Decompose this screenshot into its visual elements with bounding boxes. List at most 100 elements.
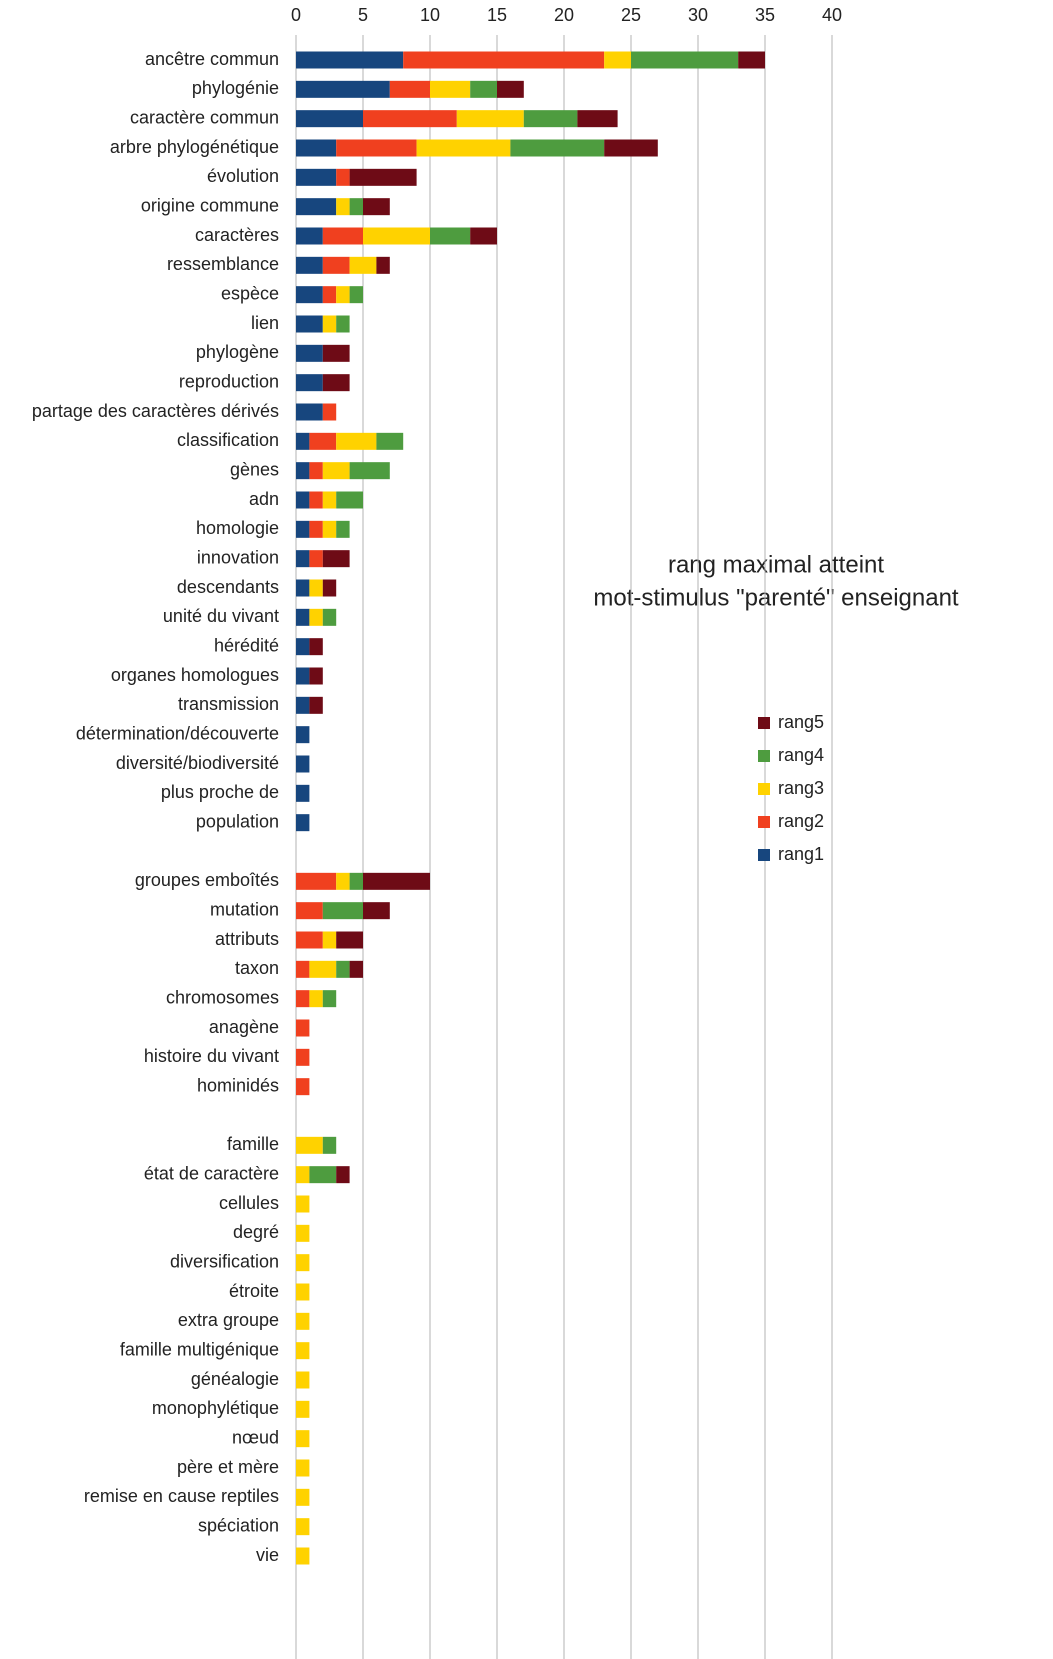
bar-segment (336, 139, 417, 157)
bar-segment (296, 1136, 323, 1154)
y-tick-label: innovation (197, 547, 279, 567)
bar-segment (349, 462, 390, 480)
y-tick-label: classification (177, 430, 279, 450)
y-tick-label: hominidés (197, 1075, 279, 1095)
bar-segment (577, 110, 618, 128)
bar-segment (336, 168, 350, 186)
legend-label: rang2 (778, 811, 824, 831)
bar-segment (322, 1136, 337, 1154)
bar-segment (296, 1224, 310, 1242)
bar-segment (309, 667, 323, 685)
bar-segment (296, 990, 310, 1008)
bar-segment (604, 51, 631, 69)
y-tick-label: cellules (219, 1193, 279, 1213)
bar-segment (296, 1078, 310, 1096)
bar-segment (309, 608, 323, 626)
bar-segment (296, 755, 310, 773)
y-tick-label: population (196, 811, 279, 831)
bar-segment (336, 1166, 350, 1184)
bar-segment (631, 51, 739, 69)
bar-segment (322, 931, 337, 949)
y-tick-label: caractères (195, 225, 279, 245)
bar-segment (322, 286, 337, 304)
legend-swatch (758, 783, 770, 795)
bar-segment (363, 110, 457, 128)
bar-segment (322, 403, 337, 421)
x-tick-label: 25 (621, 5, 641, 25)
x-tick-label: 0 (291, 5, 301, 25)
bar-segment (322, 608, 337, 626)
bar-segment (309, 579, 323, 597)
y-tick-label: reproduction (179, 371, 279, 391)
y-tick-label: chromosomes (166, 987, 279, 1007)
y-tick-label: origine commune (141, 195, 279, 215)
bar-segment (336, 491, 363, 509)
y-tick-label: ressemblance (167, 254, 279, 274)
y-tick-label: transmission (178, 694, 279, 714)
y-tick-label: unité du vivant (163, 606, 279, 626)
bar-segment (349, 198, 363, 216)
y-tick-label: arbre phylogénétique (110, 137, 279, 157)
bar-segment (296, 696, 310, 714)
bar-segment (296, 139, 337, 157)
y-tick-label: nœud (232, 1427, 279, 1447)
bar-segment (363, 227, 430, 245)
bar-segment (336, 931, 363, 949)
bar-segment (523, 110, 578, 128)
bar-segment (296, 344, 323, 362)
bar-segment (309, 550, 323, 568)
bar-segment (349, 168, 417, 186)
bar-segment (349, 286, 363, 304)
bar-segment (349, 256, 377, 274)
bar-segment (336, 198, 350, 216)
bar-segment (309, 960, 337, 978)
bar-segment (296, 784, 310, 802)
y-tick-label: groupes emboîtés (135, 870, 279, 890)
y-tick-label: famille multigénique (120, 1339, 279, 1359)
bar-segment (322, 550, 350, 568)
y-tick-label: descendants (177, 577, 279, 597)
bar-segment (309, 1166, 337, 1184)
bar-segment (322, 902, 363, 920)
y-tick-label: adn (249, 489, 279, 509)
y-tick-label: histoire du vivant (144, 1046, 279, 1066)
bar-segment (296, 1459, 310, 1477)
y-tick-label: anagène (209, 1017, 279, 1037)
y-tick-label: taxon (235, 958, 279, 978)
bar-segment (604, 139, 658, 157)
x-tick-label: 40 (822, 5, 842, 25)
legend-swatch (758, 717, 770, 729)
bar-segment (322, 579, 337, 597)
bar-segment (470, 227, 497, 245)
bar-segment (296, 814, 310, 832)
bar-segment (376, 256, 390, 274)
y-tick-label: vie (256, 1545, 279, 1565)
bar-segment (309, 491, 323, 509)
bar-segment (296, 726, 310, 744)
bar-segment (296, 198, 337, 216)
bar-segment (309, 696, 323, 714)
bar-segment (296, 1195, 310, 1213)
y-tick-label: organes homologues (111, 665, 279, 685)
bar-segment (296, 1547, 310, 1565)
bar-segment (296, 1019, 310, 1037)
bar-segment (336, 520, 350, 538)
bar-segment (309, 990, 323, 1008)
legend-swatch (758, 750, 770, 762)
y-tick-label: plus proche de (161, 782, 279, 802)
y-tick-label: lien (251, 313, 279, 333)
bar-segment (296, 1283, 310, 1301)
bar-segment (296, 432, 310, 450)
bar-segment (430, 227, 471, 245)
y-tick-label: partage des caractères dérivés (32, 401, 279, 421)
y-tick-label: hérédité (214, 635, 279, 655)
bar-segment (322, 520, 337, 538)
bar-segment (296, 667, 310, 685)
bar-segment (296, 403, 323, 421)
y-tick-label: homologie (196, 518, 279, 538)
bar-segment (296, 608, 310, 626)
y-tick-label: monophylétique (152, 1398, 279, 1418)
bar-segment (336, 315, 350, 333)
bar-segment (430, 80, 471, 98)
